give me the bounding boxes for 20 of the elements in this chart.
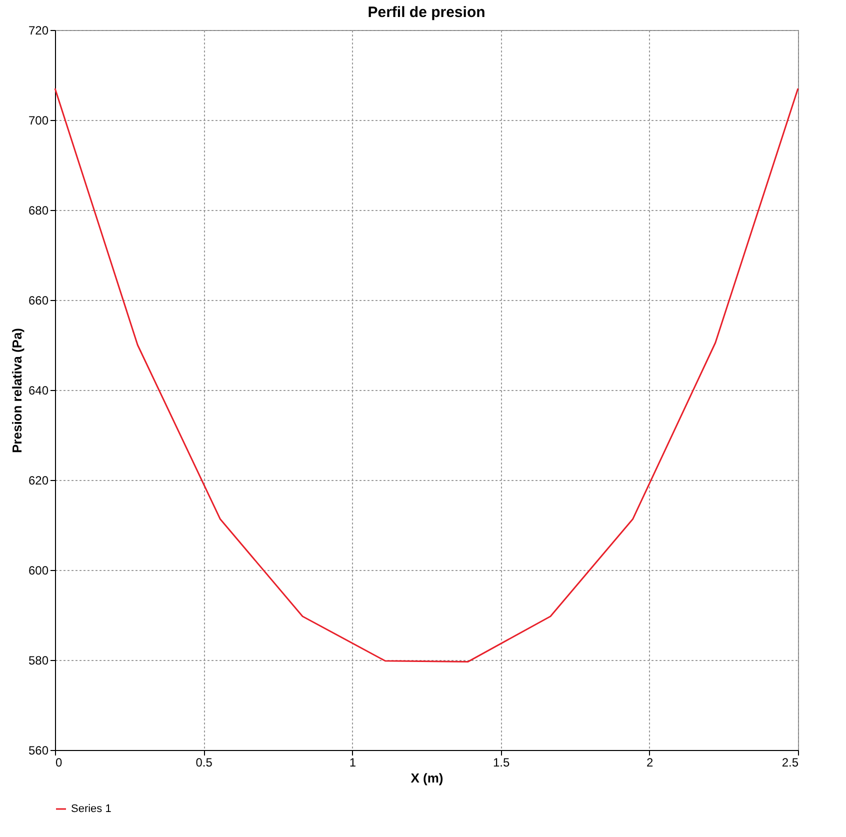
x-tick-label: 2.5 xyxy=(782,756,799,770)
y-axis-title: Presion relativa (Pa) xyxy=(9,328,24,453)
x-tick-label: 2 xyxy=(646,756,654,770)
legend-label: Series 1 xyxy=(71,803,112,815)
y-tick-label: 680 xyxy=(28,204,49,218)
line-series xyxy=(54,88,799,663)
x-tick-label: 0 xyxy=(56,756,62,770)
x-tick-label: 0.5 xyxy=(196,756,213,770)
x-axis-title: X (m) xyxy=(410,770,444,786)
x-tick-label: 1 xyxy=(349,756,356,770)
y-tick-label: 600 xyxy=(28,564,49,578)
y-tick-label: 720 xyxy=(28,24,49,38)
y-tick-label: 560 xyxy=(28,744,49,758)
y-tick-label: 620 xyxy=(28,474,49,488)
y-tick-label: 700 xyxy=(28,114,49,128)
chart-title: Perfil de presion xyxy=(368,4,486,21)
y-tick-label: 640 xyxy=(28,384,49,398)
x-tick-label: 1.5 xyxy=(492,756,510,770)
y-tick-label: 660 xyxy=(28,294,49,308)
y-tick-label: 580 xyxy=(28,654,49,668)
